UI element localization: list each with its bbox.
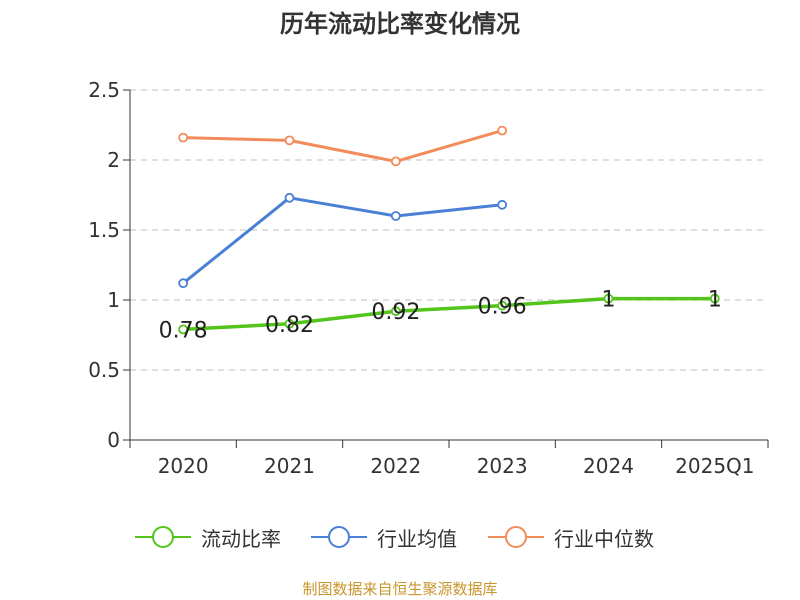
data-label: 0.82 [265,313,314,338]
data-point-0-3[interactable] [497,300,508,311]
legend-item-industry-mean[interactable]: 行业均值 [309,522,457,552]
legend-item-current-ratio[interactable]: 流动比率 [133,522,281,552]
data-label: 0.96 [478,295,527,320]
x-tick-label: 2022 [370,454,421,478]
data-point-0-0[interactable] [178,324,189,335]
y-tick-label: 1 [107,288,120,312]
source-note: 制图数据来自恒生聚源数据库 [302,580,498,598]
legend-item-industry-median[interactable]: 行业中位数 [486,522,654,552]
data-point-0-5[interactable] [709,293,720,304]
y-tick-label: 2.5 [88,78,120,102]
data-label: 1 [708,288,722,313]
data-point-1-0[interactable] [178,278,189,289]
y-tick-label: 0.5 [88,358,120,382]
data-point-1-2[interactable] [390,211,401,221]
series-line-2 [183,129,503,163]
x-tick-label: 2023 [477,454,528,478]
data-label: 1 [602,288,616,313]
legend: 流动比率 行业均值 行业中位数 [0,522,800,552]
x-tick-label: 2020 [158,454,209,478]
data-label: 0.78 [159,318,208,343]
data-point-2-3[interactable] [497,125,508,136]
legend-marker-current-ratio-icon [135,526,191,548]
y-tick-label: 2 [107,148,120,172]
data-point-0-4[interactable] [603,293,614,304]
series-line-1 [182,196,503,285]
y-tick-label: 0 [107,428,120,452]
data-point-0-2[interactable] [390,306,401,317]
legend-label-current-ratio: 流动比率 [201,526,281,551]
data-point-0-1[interactable] [284,318,295,329]
data-point-2-1[interactable] [284,135,295,146]
legend-marker-industry-mean-icon [311,526,367,548]
legend-label-industry-mean: 行业均值 [377,526,457,551]
y-tick-label: 1.5 [88,218,120,242]
data-point-2-0[interactable] [178,132,189,143]
series-line-0 [183,296,715,332]
data-point-1-3[interactable] [497,199,508,210]
data-label: 0.92 [371,300,420,325]
legend-marker-industry-median-icon [488,526,544,548]
x-tick-label: 2024 [583,454,634,478]
data-point-2-2[interactable] [390,156,401,167]
legend-label-industry-median: 行业中位数 [554,526,654,551]
data-point-1-1[interactable] [284,192,295,203]
x-tick-label: 2025Q1 [675,454,754,478]
x-tick-label: 2021 [264,454,315,478]
chart-title: 历年流动比率变化情况 [280,10,520,38]
